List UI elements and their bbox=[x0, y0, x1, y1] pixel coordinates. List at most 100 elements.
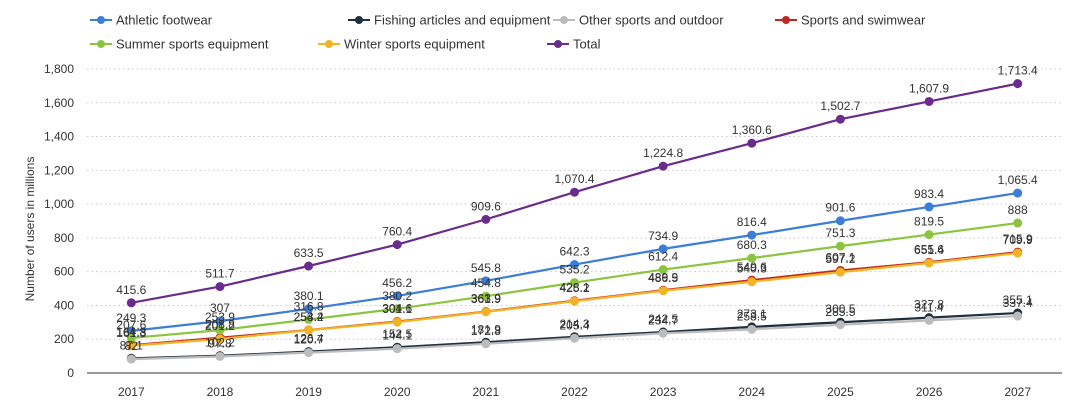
data-point[interactable] bbox=[481, 291, 491, 301]
series bbox=[126, 218, 1023, 343]
data-point[interactable] bbox=[658, 244, 668, 254]
data-point[interactable] bbox=[1013, 188, 1023, 198]
data-label: 816.4 bbox=[737, 215, 767, 229]
x-tick-label: 2023 bbox=[650, 385, 677, 399]
data-label: 311.4 bbox=[914, 300, 943, 314]
data-label: 363.9 bbox=[471, 292, 501, 306]
data-point[interactable] bbox=[658, 161, 668, 171]
data-point[interactable] bbox=[835, 320, 845, 330]
legend-marker bbox=[325, 40, 333, 48]
data-point[interactable] bbox=[747, 138, 757, 148]
data-point[interactable] bbox=[126, 341, 136, 351]
series-lines bbox=[126, 79, 1023, 364]
data-point[interactable] bbox=[658, 265, 668, 275]
data-point[interactable] bbox=[392, 317, 402, 327]
data-label: 234.7 bbox=[648, 313, 678, 327]
x-tick-label: 2020 bbox=[384, 385, 411, 399]
y-tick-label: 1,400 bbox=[44, 130, 74, 144]
data-point[interactable] bbox=[126, 298, 136, 308]
data-label: 304.6 bbox=[382, 302, 412, 316]
data-point[interactable] bbox=[570, 278, 579, 288]
data-point[interactable] bbox=[747, 324, 757, 334]
data-label: 454.8 bbox=[471, 276, 501, 290]
data-point[interactable] bbox=[304, 304, 314, 314]
y-tick-label: 600 bbox=[54, 265, 74, 279]
data-label: 327.8 bbox=[914, 298, 944, 312]
data-point[interactable] bbox=[924, 258, 934, 268]
data-point[interactable] bbox=[126, 326, 136, 336]
data-point[interactable] bbox=[570, 187, 579, 197]
data-point[interactable] bbox=[215, 351, 225, 361]
grid-lines bbox=[87, 68, 1062, 340]
data-point[interactable] bbox=[481, 214, 491, 224]
data-point[interactable] bbox=[392, 304, 402, 314]
data-point[interactable] bbox=[1013, 79, 1023, 89]
x-tick-label: 2021 bbox=[473, 385, 500, 399]
data-point[interactable] bbox=[215, 334, 225, 344]
data-label: 901.6 bbox=[825, 201, 855, 215]
data-point[interactable] bbox=[304, 261, 314, 271]
data-point[interactable] bbox=[215, 325, 225, 335]
data-point[interactable] bbox=[215, 282, 225, 292]
data-point[interactable] bbox=[1013, 248, 1023, 258]
data-label: 651.4 bbox=[914, 243, 944, 257]
data-label: 633.5 bbox=[294, 246, 324, 260]
legend-item[interactable]: Winter sports equipment bbox=[318, 37, 485, 52]
data-point[interactable] bbox=[924, 96, 934, 106]
data-point[interactable] bbox=[392, 240, 402, 250]
data-point[interactable] bbox=[747, 253, 757, 263]
data-point[interactable] bbox=[481, 339, 491, 349]
data-point[interactable] bbox=[126, 354, 136, 364]
data-point[interactable] bbox=[215, 316, 225, 326]
legend-item[interactable]: Sports and swimwear bbox=[775, 13, 926, 28]
data-point[interactable] bbox=[835, 241, 845, 251]
data-point[interactable] bbox=[570, 260, 579, 270]
data-point[interactable] bbox=[304, 348, 314, 358]
data-point[interactable] bbox=[835, 216, 845, 226]
data-point[interactable] bbox=[304, 314, 314, 324]
legend-item[interactable]: Fishing articles and equipment bbox=[348, 13, 551, 28]
data-point[interactable] bbox=[304, 325, 314, 335]
data-point[interactable] bbox=[481, 307, 491, 317]
legend-label: Athletic footwear bbox=[116, 13, 213, 28]
data-point[interactable] bbox=[392, 344, 402, 354]
legend-item[interactable]: Summer sports equipment bbox=[90, 37, 269, 52]
data-point[interactable] bbox=[835, 114, 845, 124]
legend-marker bbox=[97, 40, 105, 48]
data-label: 511.7 bbox=[205, 267, 234, 281]
x-tick-label: 2017 bbox=[118, 385, 145, 399]
legend-item[interactable]: Total bbox=[547, 37, 601, 52]
data-label: 273.1 bbox=[737, 307, 767, 321]
data-point[interactable] bbox=[481, 276, 491, 286]
legend-item[interactable]: Other sports and outdoor bbox=[553, 13, 724, 28]
data-point[interactable] bbox=[924, 202, 934, 212]
data-point[interactable] bbox=[658, 286, 668, 296]
legend-item[interactable]: Athletic footwear bbox=[90, 13, 213, 28]
data-label: 253.2 bbox=[294, 310, 324, 324]
legend-marker bbox=[554, 40, 562, 48]
data-point[interactable] bbox=[392, 291, 402, 301]
data-label: 489.9 bbox=[648, 270, 678, 284]
data-label: 612.4 bbox=[648, 250, 678, 264]
data-label: 1,502.7 bbox=[820, 99, 860, 113]
data-label: 486.5 bbox=[648, 271, 678, 285]
data-label: 301.1 bbox=[382, 302, 412, 316]
data-point[interactable] bbox=[570, 296, 579, 306]
legend-label: Total bbox=[573, 37, 601, 52]
data-label: 355.1 bbox=[1003, 293, 1033, 307]
data-label: 300.5 bbox=[825, 302, 855, 316]
data-label: 201.2 bbox=[205, 319, 235, 333]
data-point[interactable] bbox=[747, 277, 757, 287]
data-point[interactable] bbox=[1013, 311, 1023, 321]
data-label: 214.3 bbox=[559, 317, 589, 331]
legend-marker bbox=[782, 16, 790, 24]
data-point[interactable] bbox=[570, 333, 579, 343]
data-point[interactable] bbox=[924, 315, 934, 325]
data-point[interactable] bbox=[126, 333, 136, 343]
data-point[interactable] bbox=[924, 230, 934, 240]
data-point[interactable] bbox=[747, 230, 757, 240]
data-point[interactable] bbox=[1013, 218, 1023, 228]
data-point[interactable] bbox=[658, 328, 668, 338]
data-point[interactable] bbox=[835, 267, 845, 277]
